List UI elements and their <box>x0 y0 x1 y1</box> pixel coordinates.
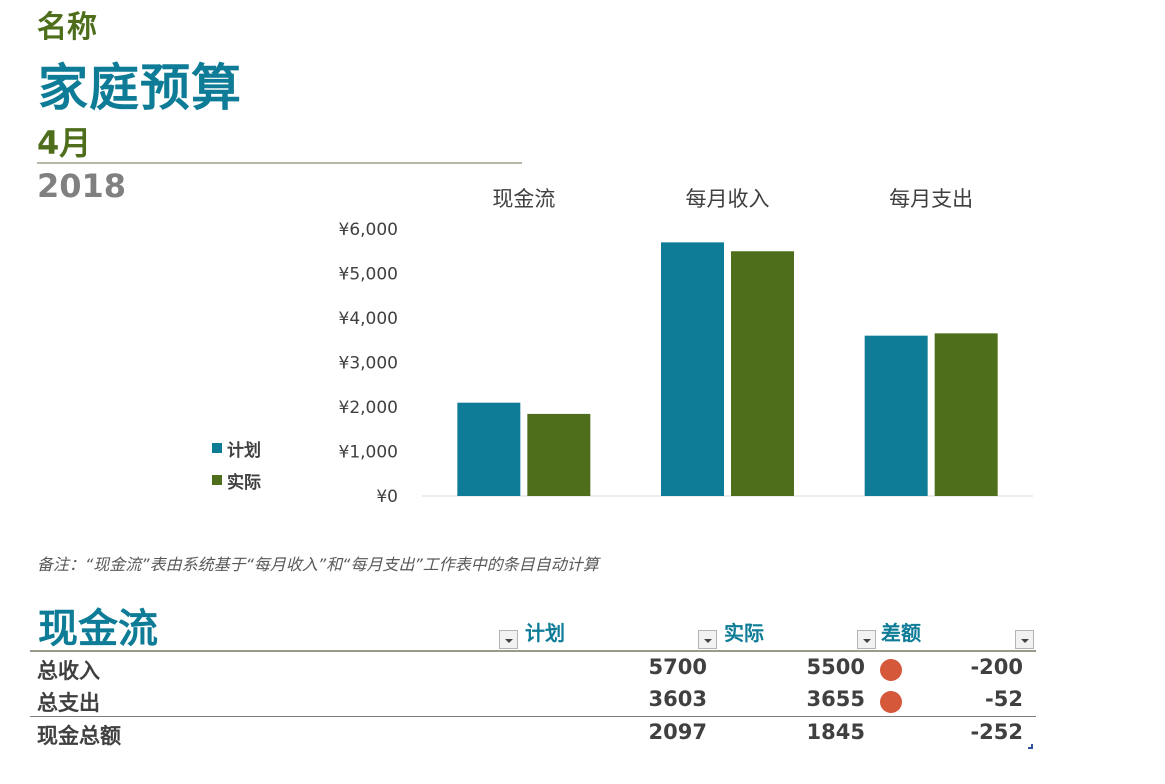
y-tick-label: ¥6,000 <box>339 220 398 240</box>
title-divider <box>37 162 522 164</box>
chart-legend: 计划 实际 <box>212 432 261 496</box>
y-tick-label: ¥0 <box>376 487 398 507</box>
status-dot-icon <box>880 691 902 713</box>
filter-dropdown-button[interactable] <box>1015 630 1034 649</box>
table-row[interactable]: 总支出 3603 3655 -52 <box>0 687 1165 719</box>
bar-planned <box>864 335 928 496</box>
legend-label-planned: 计划 <box>227 440 261 461</box>
column-header-diff: 差额 <box>881 621 921 645</box>
cell-diff: -200 <box>970 655 1023 679</box>
legend-item-planned: 计划 <box>212 432 261 464</box>
table-title: 现金流 <box>38 606 158 652</box>
bar-actual <box>731 251 794 496</box>
cell-actual: 5500 <box>806 655 865 679</box>
name-label: 名称 <box>37 10 97 45</box>
cell-planned: 2097 <box>648 720 707 744</box>
bar-actual <box>934 333 998 496</box>
y-tick-label: ¥4,000 <box>339 309 398 329</box>
y-tick-label: ¥2,000 <box>339 398 398 418</box>
month-label: 4月 <box>37 124 92 162</box>
bar-planned <box>661 242 724 496</box>
y-tick-label: ¥3,000 <box>339 354 398 374</box>
budget-chart: ¥0 ¥1,000 ¥2,000 ¥3,000 ¥4,000 ¥5,000 ¥6,000 现金… <box>339 187 1033 507</box>
legend-item-actual: 实际 <box>212 464 261 496</box>
category-label: 现金流 <box>492 187 555 211</box>
category-label: 每月收入 <box>686 187 770 211</box>
column-header-actual: 实际 <box>724 621 764 645</box>
filter-dropdown-button[interactable] <box>857 630 876 649</box>
page-title: 家庭预算 <box>38 59 242 117</box>
table-header-divider <box>30 650 1036 652</box>
cell-actual: 1845 <box>806 720 865 744</box>
note-text: 备注：“现金流”表由系统基于“每月收入”和“每月支出”工作表中的条目自动计算 <box>37 555 599 574</box>
filter-dropdown-button[interactable] <box>698 630 717 649</box>
row-label: 总收入 <box>37 659 100 683</box>
table-row[interactable]: 总收入 5700 5500 -200 <box>0 655 1165 687</box>
year-label: 2018 <box>37 167 127 205</box>
cell-diff: -52 <box>985 687 1023 711</box>
legend-label-actual: 实际 <box>227 472 261 493</box>
category-label: 每月支出 <box>889 187 973 211</box>
filter-dropdown-button[interactable] <box>499 630 518 649</box>
y-tick-label: ¥1,000 <box>339 443 398 463</box>
cell-planned: 5700 <box>648 655 707 679</box>
table-resize-handle[interactable] <box>1028 744 1033 749</box>
legend-swatch-planned <box>212 443 222 453</box>
y-tick-label: ¥5,000 <box>339 265 398 285</box>
bar-planned <box>457 402 521 496</box>
table-row-total[interactable]: 现金总额 2097 1845 -252 <box>0 720 1165 752</box>
table-total-divider <box>30 716 1036 717</box>
cell-actual: 3655 <box>806 687 865 711</box>
bar-actual <box>527 413 591 496</box>
legend-swatch-actual <box>212 475 222 485</box>
column-header-planned: 计划 <box>525 621 565 645</box>
status-dot-icon <box>880 659 902 681</box>
row-label: 总支出 <box>37 691 100 715</box>
row-label: 现金总额 <box>37 724 121 748</box>
cell-diff: -252 <box>970 720 1023 744</box>
cell-planned: 3603 <box>648 687 707 711</box>
